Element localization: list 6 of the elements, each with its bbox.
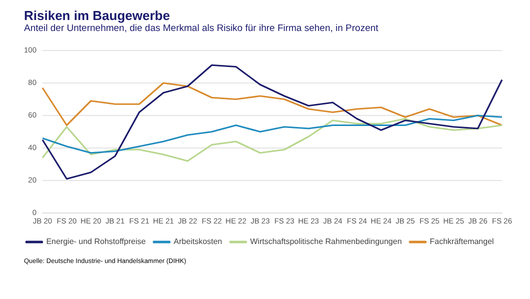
legend-label: Wirtschaftspolitische Rahmenbedingungen (250, 237, 402, 246)
legend-label: Energie- und Rohstoffpreise (46, 237, 146, 246)
chart-title: Risiken im Baugewerbe (23, 8, 171, 23)
legend-label: Arbeitskosten (174, 237, 222, 246)
legend-label: Fachkräftemangel (430, 237, 494, 246)
chart-subtitle: Anteil der Unternehmen, die das Merkmal als Risiko für ihre Firma sehen, in Prozent (23, 23, 380, 34)
